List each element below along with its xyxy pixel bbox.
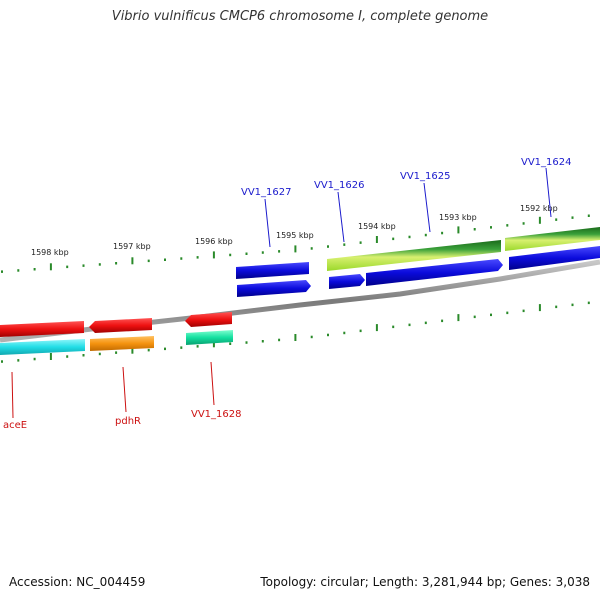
gene-vv1-1625-cds[interactable]	[366, 259, 503, 286]
ruler-label: 1594 kbp	[358, 222, 396, 231]
inner-tick-ring	[1, 301, 590, 363]
leader-line-vv1-1627	[264, 198, 271, 248]
leader-line-vv1-1625	[423, 182, 431, 233]
gene-label-vv1-1628[interactable]: VV1_1628	[191, 409, 242, 420]
topology-text: Topology: circular; Length: 3,281,944 bp…	[260, 575, 590, 589]
gene-label-vv1-1625[interactable]: VV1_1625	[400, 171, 451, 182]
leader-line-pdhr	[122, 366, 127, 413]
gene-label-vv1-1627[interactable]: VV1_1627	[241, 187, 292, 198]
gene-acee-cds[interactable]	[0, 321, 84, 337]
ruler-label: 1597 kbp	[113, 242, 151, 251]
accession-text: Accession: NC_004459	[9, 575, 146, 589]
gene-vv1-1628-feature[interactable]	[186, 330, 233, 345]
gene-label-pdhr[interactable]: pdhR	[115, 416, 141, 427]
ruler-label: 1592 kbp	[520, 204, 558, 213]
outer-tick-ring	[1, 214, 590, 273]
ruler-label: 1595 kbp	[276, 231, 314, 240]
leader-line-vv1-1626	[337, 191, 345, 243]
leader-line-vv1-1624	[545, 167, 552, 218]
gene-pdhr-feature[interactable]	[90, 336, 154, 351]
gene-label-acee[interactable]: aceE	[3, 420, 27, 431]
gene-label-vv1-1626[interactable]: VV1_1626	[314, 180, 365, 191]
map-title: Vibrio vulnificus CMCP6 chromosome I, co…	[111, 9, 489, 24]
gene-vv1-1628-cds[interactable]	[185, 312, 232, 327]
gene-vv1-1627-forward[interactable]	[236, 262, 309, 279]
gene-acee-feature[interactable]	[0, 339, 85, 355]
ruler-label: 1598 kbp	[31, 248, 69, 257]
leader-line-vv1-1628	[210, 361, 215, 406]
gene-vv1-1624-cds[interactable]	[509, 246, 600, 270]
gene-vv1-1627-cds[interactable]	[237, 280, 311, 297]
leader-line-acee	[11, 371, 14, 419]
ruler-label: 1596 kbp	[195, 237, 233, 246]
gene-vv1-1626-cds[interactable]	[329, 274, 365, 289]
gene-label-vv1-1624[interactable]: VV1_1624	[521, 157, 572, 168]
ruler-label: 1593 kbp	[439, 213, 477, 222]
gene-vv1-1624-green-feature[interactable]	[505, 227, 600, 251]
gene-pdhr-cds[interactable]	[89, 318, 152, 333]
gene-vv1-1626-green-feature[interactable]	[327, 240, 501, 271]
